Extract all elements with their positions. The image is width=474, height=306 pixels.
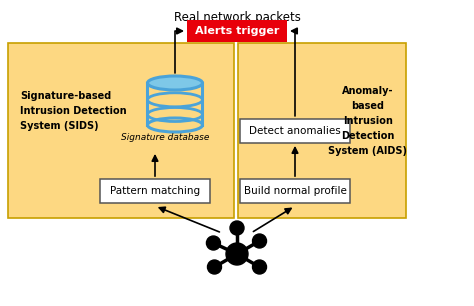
Bar bbox=[238, 43, 406, 218]
Circle shape bbox=[226, 243, 248, 265]
Circle shape bbox=[207, 236, 220, 250]
Text: Real network packets: Real network packets bbox=[173, 11, 301, 24]
Text: Detect anomalies: Detect anomalies bbox=[249, 126, 341, 136]
Bar bbox=[100, 179, 210, 203]
Text: Signature database: Signature database bbox=[121, 133, 209, 142]
Ellipse shape bbox=[147, 76, 202, 90]
Text: Signature-based
Intrusion Detection
System (SIDS): Signature-based Intrusion Detection Syst… bbox=[20, 91, 127, 131]
Text: Anomaly-
based
Intrusion
Detection
System (AIDS): Anomaly- based Intrusion Detection Syste… bbox=[328, 86, 408, 155]
Circle shape bbox=[253, 260, 266, 274]
Circle shape bbox=[230, 221, 244, 235]
Text: Alerts trigger: Alerts trigger bbox=[195, 26, 279, 36]
Circle shape bbox=[208, 260, 221, 274]
Circle shape bbox=[253, 234, 266, 248]
Bar bbox=[240, 179, 350, 203]
Bar bbox=[8, 43, 234, 218]
Bar bbox=[240, 119, 350, 143]
Text: Build normal profile: Build normal profile bbox=[244, 186, 346, 196]
Bar bbox=[147, 83, 202, 125]
Text: Pattern matching: Pattern matching bbox=[110, 186, 200, 196]
Bar bbox=[187, 20, 287, 42]
Ellipse shape bbox=[147, 118, 202, 132]
